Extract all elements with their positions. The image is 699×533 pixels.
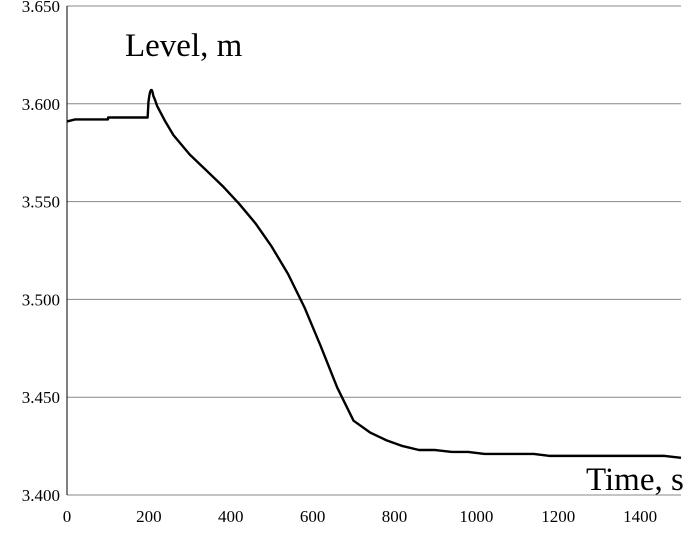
y-axis-label: Level, m xyxy=(125,28,243,64)
x-tick-label: 1200 xyxy=(541,507,575,526)
x-tick-label: 1000 xyxy=(459,507,493,526)
grid-lines xyxy=(67,5,681,496)
x-axis-label: Time, s xyxy=(586,462,684,498)
x-tick-label: 400 xyxy=(218,507,244,526)
y-tick-label: 3.500 xyxy=(22,290,60,309)
x-tick-label: 600 xyxy=(300,507,326,526)
x-tick-label: 800 xyxy=(382,507,408,526)
y-tick-label: 3.550 xyxy=(22,193,60,212)
y-tick-label: 3.600 xyxy=(22,95,60,114)
y-tick-label: 3.450 xyxy=(22,388,60,407)
x-axis-ticks: 0 200 400 600 800 1000 1200 1400 xyxy=(63,507,657,526)
x-tick-label: 1400 xyxy=(623,507,657,526)
y-tick-label: 3.650 xyxy=(22,0,60,16)
series-line-level xyxy=(66,88,682,460)
y-tick-label: 3.400 xyxy=(22,486,60,505)
x-tick-label: 200 xyxy=(136,507,162,526)
x-tick-label: 0 xyxy=(63,507,72,526)
y-axis-ticks: 3.400 3.450 3.500 3.550 3.600 3.650 xyxy=(22,0,60,505)
